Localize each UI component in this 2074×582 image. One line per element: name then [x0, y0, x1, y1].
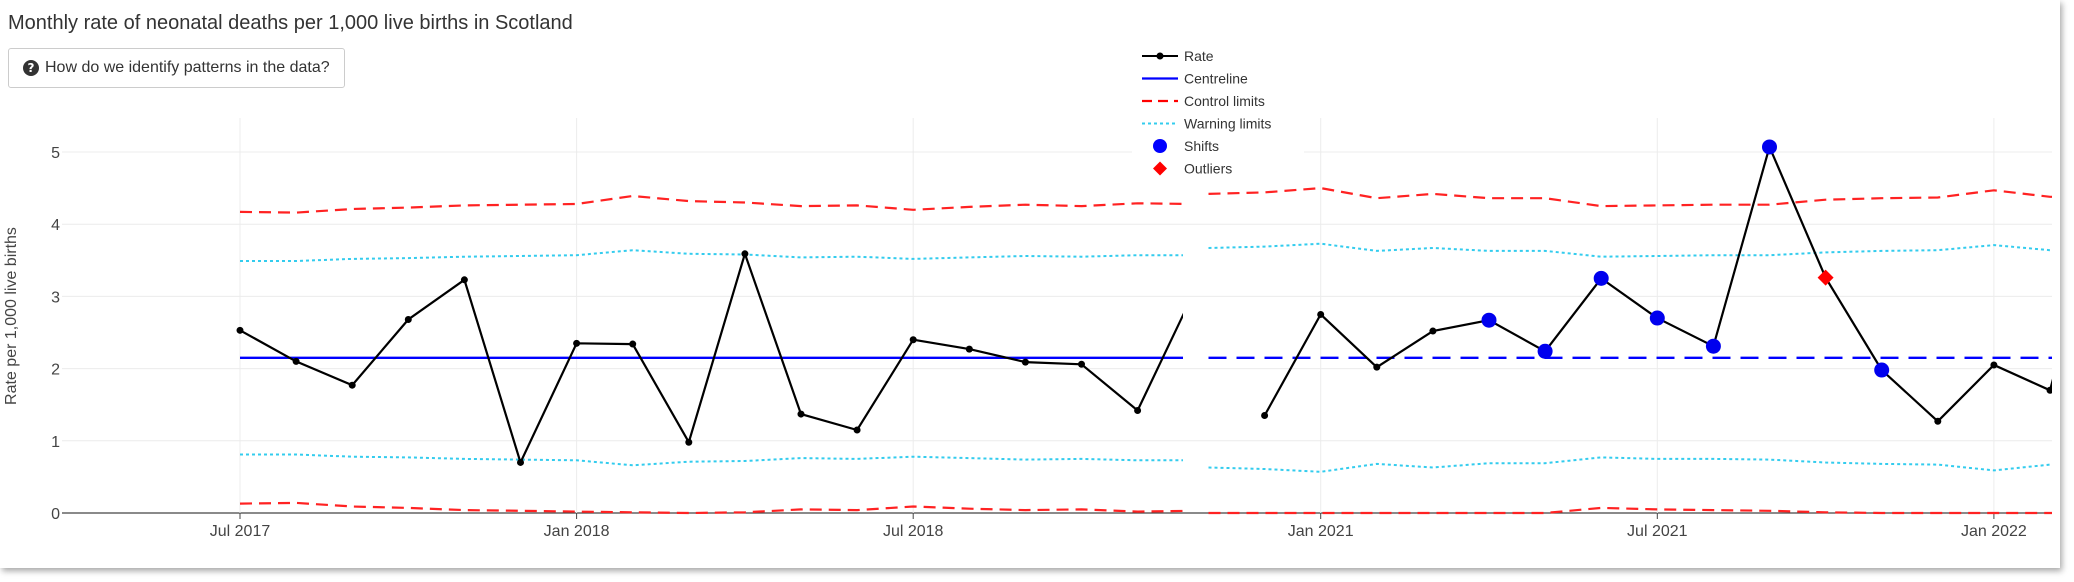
rate-line: [239, 250, 1183, 466]
panel-left: [236, 194, 1197, 515]
legend-shifts-swatch: [1153, 139, 1167, 153]
rate-point: [1317, 310, 1325, 318]
rate-point: [404, 316, 412, 324]
question-circle-icon: ?: [23, 60, 39, 76]
x-tick-label: Jan 2022: [1961, 523, 2027, 540]
rate-point: [2046, 386, 2052, 394]
x-tick-label: Jan 2018: [544, 523, 610, 540]
shift-marker: [1705, 338, 1721, 354]
lower-control-limit: [239, 501, 1183, 515]
rate-point: [741, 250, 749, 258]
rate-point: [348, 381, 356, 389]
legend-centreline-label: Centreline: [1184, 71, 1248, 87]
rate-point: [1021, 358, 1029, 366]
shift-marker: [1649, 310, 1665, 326]
y-tick-label: 2: [51, 362, 60, 379]
rate-point: [236, 326, 244, 334]
rate-point: [853, 426, 861, 434]
rate-point: [460, 276, 468, 284]
lower-warning-limit: [240, 453, 1183, 467]
upper-control-limit: [1208, 186, 2052, 208]
y-tick-label: 1: [51, 434, 60, 451]
upper-control-limit: [239, 194, 1183, 214]
help-patterns-button[interactable]: ? How do we identify patterns in the dat…: [8, 48, 345, 88]
outlier-marker: [1817, 269, 1834, 286]
upper-warning-limit: [1208, 242, 2052, 258]
rate-point: [797, 410, 805, 418]
rate-point: [629, 340, 637, 348]
rate-point: [292, 357, 300, 365]
lower-warning-limit: [1208, 456, 2052, 473]
rate-point: [1190, 289, 1197, 296]
rate-point: [965, 345, 973, 353]
x-tick-label: Jul 2021: [1627, 523, 1688, 540]
y-tick-label: 0: [51, 506, 60, 523]
shift-marker: [1593, 270, 1609, 286]
legend-outliers-label: Outliers: [1184, 161, 1232, 177]
lower-control-limit: [1208, 506, 2052, 515]
rate-point: [1373, 363, 1381, 371]
x-tick-label: Jan 2021: [1288, 523, 1354, 540]
y-axis-label: Rate per 1,000 live births: [3, 227, 20, 405]
panel-right: [1208, 139, 2052, 515]
shift-marker: [1481, 312, 1497, 328]
y-tick-label: 3: [51, 289, 60, 306]
x-tick-label: Jul 2018: [883, 523, 944, 540]
shift-marker: [1874, 362, 1890, 378]
legend-shifts-label: Shifts: [1184, 138, 1219, 154]
rate-point: [1429, 327, 1437, 335]
y-tick-label: 5: [51, 145, 60, 162]
legend-outliers-swatch: [1153, 161, 1167, 176]
rate-point: [1134, 406, 1142, 414]
x-tick-label: Jul 2017: [210, 523, 271, 540]
upper-warning-limit: [240, 249, 1183, 262]
rate-point: [1078, 360, 1085, 368]
legend-warning-limits-label: Warning limits: [1184, 116, 1271, 132]
rate-point: [1261, 412, 1269, 420]
rate-point: [517, 458, 524, 466]
rate-point: [573, 339, 581, 347]
shift-marker: [1537, 343, 1553, 359]
legend-control-limits-label: Control limits: [1184, 93, 1265, 109]
chart-card: Monthly rate of neonatal deaths per 1,00…: [8, 12, 573, 88]
chart-title: Monthly rate of neonatal deaths per 1,00…: [8, 12, 573, 34]
rate-point: [1990, 361, 1998, 369]
legend-rate-swatch-point: [1156, 52, 1164, 60]
rate-point: [685, 438, 693, 446]
rate-point: [909, 336, 917, 344]
help-patterns-label: How do we identify patterns in the data?: [45, 59, 330, 76]
rate-line: [1263, 143, 2052, 423]
rate-point: [1934, 417, 1942, 425]
y-tick-label: 4: [51, 217, 60, 234]
shift-marker: [1762, 139, 1777, 155]
legend-rate-label: Rate: [1184, 48, 1214, 64]
